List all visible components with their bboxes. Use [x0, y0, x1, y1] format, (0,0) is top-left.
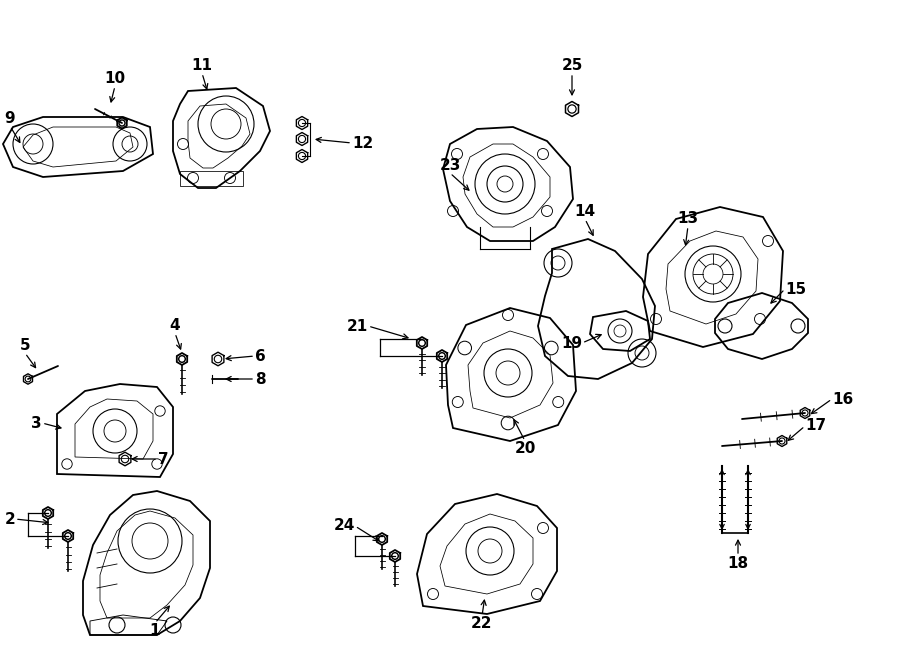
Text: 18: 18 [727, 556, 749, 571]
Text: 5: 5 [20, 338, 31, 353]
Text: 20: 20 [514, 441, 536, 456]
Text: 10: 10 [104, 71, 126, 86]
Text: 24: 24 [334, 518, 355, 533]
Text: 8: 8 [255, 371, 266, 387]
Text: 22: 22 [472, 616, 493, 631]
Text: 3: 3 [32, 416, 42, 430]
Text: 2: 2 [4, 512, 15, 527]
Text: 6: 6 [255, 348, 266, 364]
Text: 21: 21 [346, 319, 368, 334]
Text: 25: 25 [562, 58, 582, 73]
Text: 23: 23 [439, 158, 461, 173]
Text: 14: 14 [574, 204, 596, 219]
Text: 17: 17 [805, 418, 826, 434]
Text: 13: 13 [678, 211, 698, 226]
Text: 4: 4 [170, 318, 180, 333]
Text: 12: 12 [352, 136, 374, 151]
Text: 15: 15 [785, 282, 806, 297]
Text: 19: 19 [561, 336, 582, 350]
Text: 16: 16 [832, 391, 853, 407]
Text: 9: 9 [4, 111, 15, 126]
Text: 1: 1 [149, 623, 160, 638]
Text: 11: 11 [192, 58, 212, 73]
Text: 7: 7 [158, 451, 168, 467]
